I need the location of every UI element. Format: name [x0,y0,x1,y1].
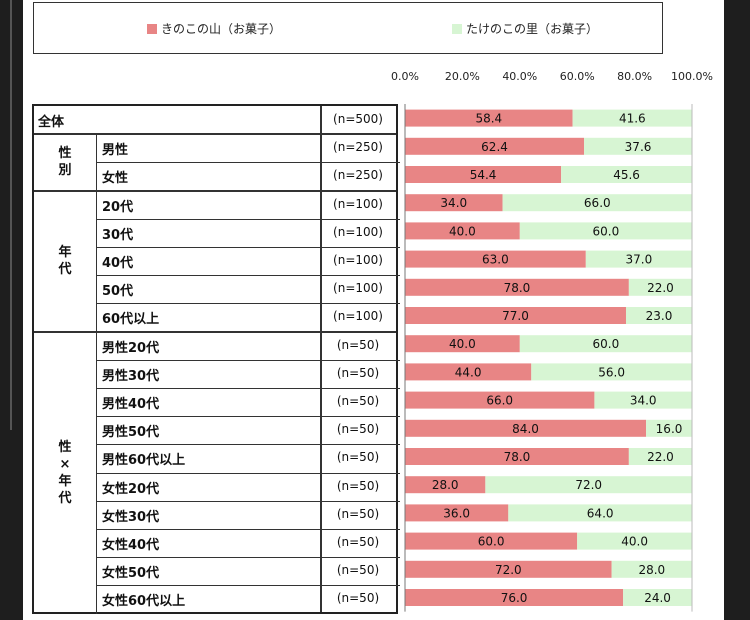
legend-swatch-kinoko [147,24,157,34]
table-group-divider [96,134,97,614]
x-tick-label: 0.0% [391,70,419,83]
row-label: 男性40代 [102,397,160,412]
category-table: 全体性別年代性×年代 (n=500) 男性 (n=250) 女性 (n=250) 20代 (n… [32,104,400,614]
row-label: 60代以上 [102,312,160,328]
row-n-label: (n=100) [333,253,383,267]
row-label: 20代 [102,199,134,215]
row-label: 女性 [102,171,129,187]
row-label: 女性40代 [102,538,160,553]
table-group-border [34,189,396,192]
legend: きのこの山（お菓子） たけのこの里（お菓子） [33,2,663,54]
row-n-label: (n=50) [336,563,380,578]
legend-label-takenoko: たけのこの里（お菓子） [466,22,599,36]
row-label: 30代 [102,227,134,243]
table-row-border [96,444,400,446]
row-n-label: (n=250) [333,140,383,155]
row-n-label: (n=100) [333,281,383,296]
x-tick-label: 80.0% [617,70,653,83]
row-n-label: (n=100) [333,309,383,324]
row-n-label: (n=50) [336,535,380,549]
row-n-label: (n=50) [336,337,380,352]
row-label: 女性30代 [102,509,160,525]
table-divider [320,106,322,612]
x-tick-label: 40.0% [502,70,538,83]
legend-swatch-takenoko [452,24,462,34]
table-row-border [96,303,400,305]
row-label: 男性 [102,143,129,159]
group-label: 性別 [58,146,72,179]
row-label: 50代 [102,284,134,300]
legend-label-kinoko: きのこの山（お菓子） [161,22,282,36]
row-n-label: (n=50) [336,365,380,380]
row-n-label: (n=250) [333,168,383,183]
row-n-label: (n=50) [336,450,380,465]
table-row-border [96,472,400,474]
table-row-border [96,500,400,502]
window-edge-line [10,0,12,430]
table-row-border [96,247,400,248]
row-label: 女性20代 [102,481,160,497]
row-n-label: (n=50) [336,422,380,437]
group-label: 全体 [38,115,65,130]
table-row-border [96,585,400,587]
row-label: 40代 [102,256,134,271]
row-n-label: (n=500) [333,112,383,126]
x-tick-label: 20.0% [444,70,480,83]
row-label: 男性50代 [102,425,160,441]
row-n-label: (n=50) [336,394,380,408]
table-group-border [34,133,396,136]
row-label: 女性60代以上 [102,594,186,610]
group-label: 年代 [58,245,72,278]
row-n-label: (n=50) [336,478,380,493]
table-row-border [96,359,400,361]
row-label: 女性50代 [102,566,160,582]
row-n-label: (n=100) [333,224,383,239]
table-row-border [96,275,400,277]
group-label: 性×年代 [58,439,72,506]
row-label: 男性20代 [102,340,160,356]
table-row-border [96,529,400,530]
table-row-border [96,218,400,220]
row-label: 男性30代 [102,368,160,384]
x-tick-label: 100.0% [671,70,713,83]
table-row-border [96,416,400,418]
table-row-border [96,162,400,164]
row-n-label: (n=50) [336,591,380,606]
table-row-border [96,388,400,389]
x-tick-label: 60.0% [559,70,595,83]
table-group-border [34,330,396,333]
row-n-label: (n=100) [333,196,383,211]
table-row-border [96,557,400,559]
row-label: 男性60代以上 [102,453,186,469]
row-n-label: (n=50) [336,506,380,521]
